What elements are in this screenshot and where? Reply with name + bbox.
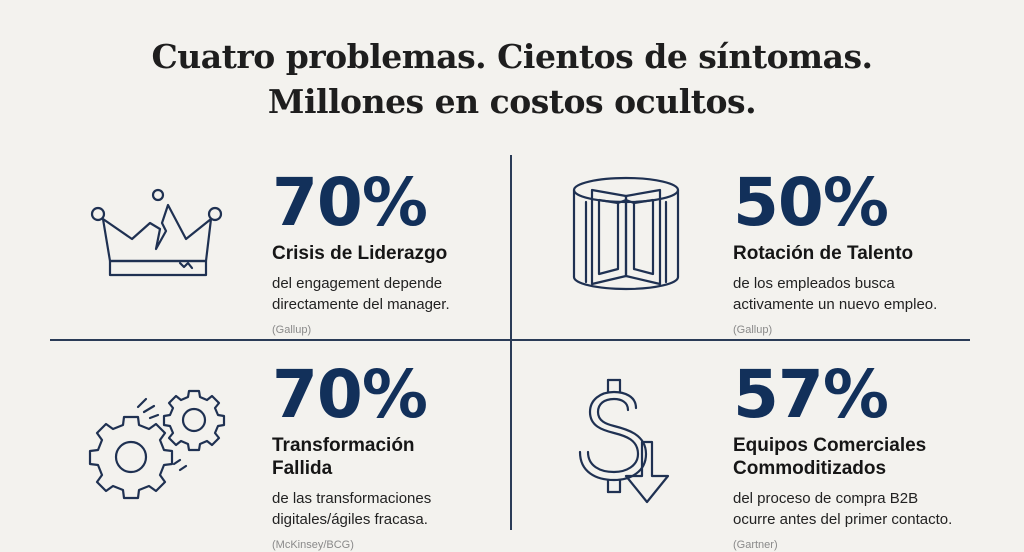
category-line-2: Fallida xyxy=(272,458,333,479)
broken-crown-icon xyxy=(90,188,223,277)
category-line-1: Transformación xyxy=(272,435,415,456)
description: del proceso de compra B2B ocurre antes d… xyxy=(733,488,952,530)
stat-value: 50% xyxy=(733,164,889,241)
description: del engagement depende directamente del … xyxy=(272,273,450,315)
description-line-2: digitales/ágiles fracasa. xyxy=(272,511,428,528)
category-line-1: Equipos Comerciales xyxy=(733,435,927,456)
description-line-2: ocurre antes del primer contacto. xyxy=(733,511,953,528)
description: de los empleados busca activamente un nu… xyxy=(733,273,937,315)
description: de las transformaciones digitales/ágiles… xyxy=(272,488,431,530)
revolving-door-icon xyxy=(572,176,680,291)
description-line-1: de las transformaciones xyxy=(272,490,432,507)
description-line-2: activamente un nuevo empleo. xyxy=(733,296,938,313)
description-line-1: del proceso de compra B2B xyxy=(733,490,919,507)
dollar-down-arrow-icon xyxy=(578,378,670,504)
category-label: Crisis de Liderazgo xyxy=(272,243,448,264)
vertical-divider xyxy=(510,155,512,530)
description-line-2: directamente del manager. xyxy=(272,296,450,313)
category-label: Rotación de Talento xyxy=(733,243,914,264)
source-label: (McKinsey/BCG) xyxy=(272,539,354,551)
category-line-2: Commoditizados xyxy=(733,458,887,479)
category-label: Transformación Fallida xyxy=(272,434,431,480)
description-line-1: del engagement depende xyxy=(272,275,443,292)
page-title: Cuatro problemas. Cientos de síntomas. M… xyxy=(0,34,1024,124)
source-label: (Gallup) xyxy=(272,324,312,336)
source-label: (Gartner) xyxy=(733,539,778,551)
stat-value: 70% xyxy=(272,356,428,433)
gears-icon xyxy=(88,389,226,500)
stat-value: 70% xyxy=(272,164,428,241)
source-label: (Gallup) xyxy=(733,324,773,336)
category-label: Equipos Comerciales Commoditizados xyxy=(733,434,952,480)
stat-value: 57% xyxy=(733,356,889,433)
description-line-1: de los empleados busca xyxy=(733,275,895,292)
title-line-1: Cuatro problemas. Cientos de síntomas. xyxy=(151,37,873,76)
title-line-2: Millones en costos ocultos. xyxy=(267,82,757,121)
